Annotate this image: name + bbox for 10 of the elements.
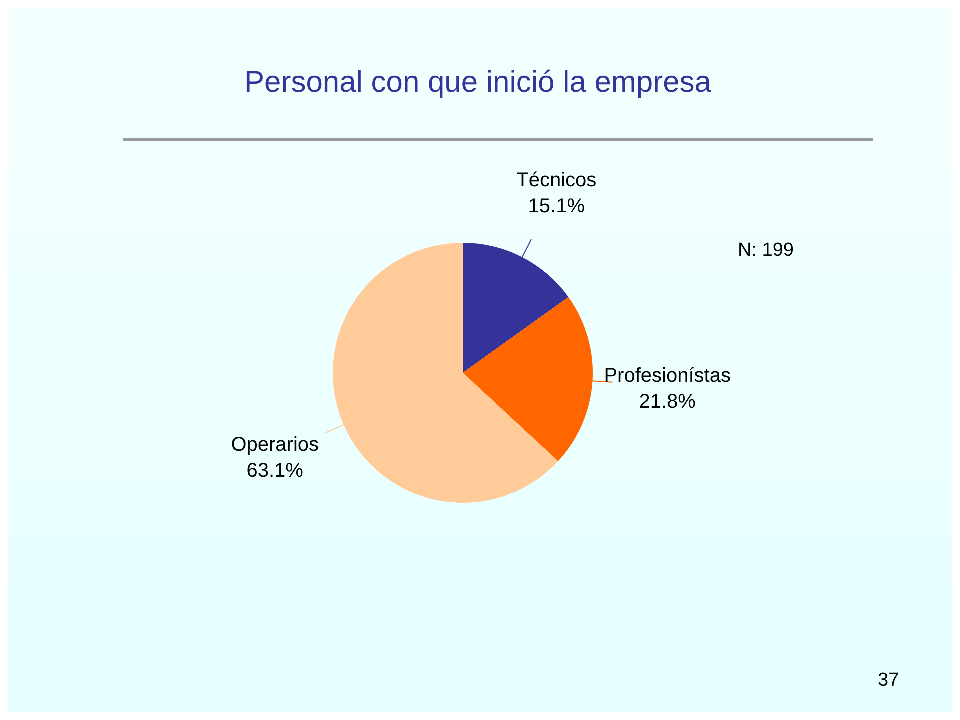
data-label: 21.8% — [639, 390, 696, 413]
slice-label: Operarios — [231, 434, 320, 456]
slice-label: Profesionístas — [604, 364, 731, 387]
slice-label: Técnicos — [516, 170, 597, 192]
text: 37 — [878, 670, 900, 692]
chart-title: Personal con que inició la empresa — [244, 66, 712, 100]
pie-slice — [463, 243, 569, 373]
text: N: 199 — [738, 240, 794, 262]
data-label: 63.1% — [246, 460, 304, 482]
data-label: 15.1% — [528, 196, 586, 218]
